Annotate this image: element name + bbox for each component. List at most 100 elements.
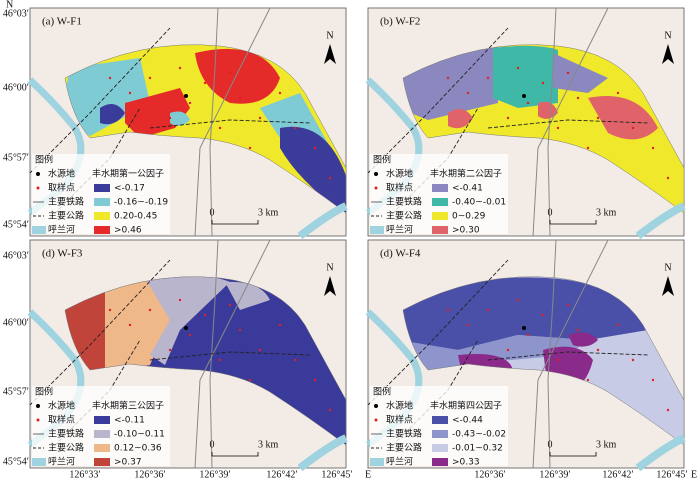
latitude-label: 45°54′ — [3, 456, 29, 467]
scale-start: 0 — [548, 207, 553, 218]
legend-class: >0.37 — [114, 458, 142, 468]
railway — [547, 239, 557, 469]
scale-end: 3 km — [596, 207, 617, 218]
sample-point — [541, 81, 545, 85]
sample-point — [596, 348, 600, 352]
study-boundary — [64, 44, 347, 214]
sample-point — [313, 378, 317, 382]
sample-point — [128, 91, 132, 95]
road — [487, 351, 649, 361]
legend-heading: 图例 — [35, 386, 53, 398]
legend-box — [32, 386, 170, 466]
longitude-label: 126°39′ — [539, 469, 570, 480]
sample-point — [248, 378, 252, 382]
legend-class: -0.40~-0.01 — [452, 198, 506, 208]
railway — [532, 7, 609, 237]
legend-swatch — [94, 444, 110, 452]
region — [280, 126, 346, 213]
legend-swatch — [432, 430, 448, 438]
sample-point — [108, 308, 112, 312]
sample-point — [203, 81, 207, 85]
legend-swatch — [94, 212, 110, 220]
longitude-label: 126°36′ — [474, 469, 505, 480]
north-arrow — [662, 44, 674, 64]
legend-item: 呼兰河 — [386, 456, 413, 468]
legend-symbol — [370, 226, 384, 234]
legend-item: 主要铁路 — [386, 428, 422, 440]
longitude-label: E — [365, 469, 371, 480]
legend-class: <-0.11 — [114, 416, 145, 426]
region — [100, 104, 125, 125]
longitude-label: 126°33′ — [69, 469, 100, 480]
sample-point — [328, 176, 332, 180]
sample-point — [586, 378, 590, 382]
sample-point — [238, 328, 242, 332]
panel-title: (a) W-F1 — [42, 16, 82, 28]
sample-point — [258, 116, 262, 120]
sample-point — [278, 91, 282, 95]
sample-point — [576, 96, 580, 100]
road — [149, 351, 311, 361]
sample-point — [556, 358, 560, 362]
north-label: N — [664, 262, 671, 273]
sample-point — [238, 96, 242, 100]
scale-bar — [549, 452, 597, 457]
legend-class: 0~0.29 — [452, 212, 486, 222]
sample-point — [293, 126, 297, 130]
sample-point — [258, 348, 262, 352]
sample-point — [148, 308, 152, 312]
region — [145, 276, 230, 365]
sample-point — [516, 66, 520, 70]
railway — [209, 239, 219, 469]
sample-point — [616, 323, 620, 327]
road — [29, 259, 171, 406]
legend-symbol — [36, 404, 40, 408]
legend-item: 主要铁路 — [48, 428, 84, 440]
legend-item: 水源地 — [386, 400, 413, 412]
legend-swatch — [432, 226, 448, 234]
longitude-label: 126°45′ — [656, 469, 687, 480]
legend-factor: 丰水期第四公因子 — [430, 400, 502, 412]
sample-point — [188, 101, 192, 105]
river — [297, 434, 348, 472]
legend-class: >0.46 — [114, 226, 142, 236]
legend-item: 主要公路 — [386, 210, 422, 222]
legend-item: 取样点 — [48, 182, 75, 194]
panel-title: (b) W-F2 — [380, 16, 420, 28]
legend-factor: 丰水期第二公因子 — [430, 168, 502, 180]
region — [588, 96, 658, 140]
region — [448, 109, 473, 129]
legend-class: <-0.44 — [452, 416, 483, 426]
longitude-label: 126°39′ — [199, 469, 230, 480]
sample-point — [218, 126, 222, 130]
legend-swatch — [94, 198, 110, 206]
longitude-label: 126°42′ — [602, 469, 633, 480]
north-arrow — [324, 44, 336, 64]
region — [65, 58, 150, 136]
legend-class: <-0.41 — [452, 184, 483, 194]
scale-start: 0 — [548, 439, 553, 450]
legend-item: 主要铁路 — [386, 196, 422, 208]
water-source — [522, 326, 526, 330]
road — [29, 27, 171, 174]
region — [568, 332, 598, 347]
legend-symbol — [36, 418, 40, 422]
study-boundary — [64, 276, 347, 446]
sample-point — [178, 66, 182, 70]
sample-point — [516, 298, 520, 302]
railway — [194, 7, 271, 237]
sample-point — [293, 358, 297, 362]
region — [553, 53, 608, 93]
legend-swatch — [432, 416, 448, 424]
sample-point — [506, 116, 510, 120]
panel-title: (d) W-F3 — [42, 248, 83, 260]
legend-item: 取样点 — [48, 414, 75, 426]
legend-item: 水源地 — [48, 400, 75, 412]
legend-box — [370, 386, 508, 466]
legend-item: 取样点 — [386, 182, 413, 194]
sample-point — [278, 323, 282, 327]
legend-symbol — [374, 186, 378, 190]
road — [367, 259, 509, 406]
legend-symbol — [374, 404, 378, 408]
